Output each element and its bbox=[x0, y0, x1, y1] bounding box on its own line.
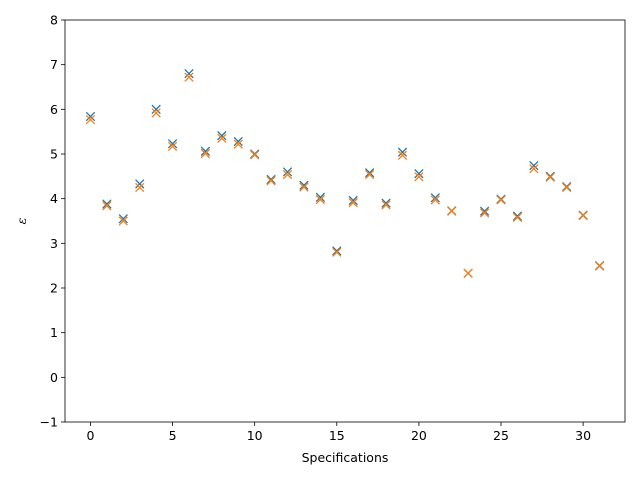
data-point bbox=[135, 182, 145, 193]
data-point bbox=[545, 172, 555, 182]
data-point bbox=[315, 192, 326, 202]
data-point bbox=[414, 168, 424, 179]
y-tick-label: 8 bbox=[50, 13, 58, 28]
data-point bbox=[85, 111, 96, 122]
y-tick-label: 6 bbox=[50, 102, 58, 117]
data-point bbox=[397, 147, 408, 157]
y-tick-label: 3 bbox=[50, 236, 58, 251]
x-tick-label: 30 bbox=[575, 428, 591, 443]
data-point bbox=[151, 104, 161, 114]
data-point bbox=[184, 72, 194, 82]
data-point bbox=[381, 200, 391, 210]
data-point bbox=[315, 194, 326, 205]
x-tick-label: 25 bbox=[493, 428, 509, 443]
data-point bbox=[529, 164, 539, 174]
y-axis-label: ε bbox=[14, 217, 29, 224]
data-point bbox=[266, 176, 276, 186]
data-point bbox=[594, 261, 605, 271]
data-point bbox=[414, 172, 424, 182]
data-point bbox=[200, 146, 211, 156]
data-point bbox=[299, 182, 309, 192]
data-point bbox=[479, 208, 490, 218]
data-point bbox=[151, 108, 161, 118]
axes: 0 5 10 15 20 25 30 −1 0 1 2 3 4 5 6 7 8 bbox=[40, 13, 626, 443]
data-point bbox=[167, 139, 178, 149]
data-point bbox=[282, 167, 293, 177]
data-point bbox=[200, 148, 211, 159]
y-tick-label: 5 bbox=[50, 147, 58, 162]
data-point bbox=[102, 199, 112, 209]
x-tick-label: 0 bbox=[86, 428, 94, 443]
data-point bbox=[118, 216, 128, 226]
data-point bbox=[266, 174, 276, 185]
data-point bbox=[85, 114, 96, 125]
series-1 bbox=[85, 68, 605, 278]
x-tick-label: 20 bbox=[411, 428, 427, 443]
data-point bbox=[364, 169, 375, 180]
data-point bbox=[562, 182, 572, 193]
y-tick-label: 0 bbox=[50, 370, 58, 385]
x-tick-label: 15 bbox=[329, 428, 345, 443]
data-point bbox=[332, 247, 342, 257]
data-point bbox=[381, 198, 391, 208]
data-point bbox=[233, 136, 243, 147]
data-point bbox=[184, 68, 194, 79]
data-point bbox=[102, 201, 112, 211]
y-tick-label: −1 bbox=[40, 415, 58, 430]
data-point bbox=[217, 131, 227, 141]
plot-frame bbox=[64, 19, 626, 423]
data-point bbox=[430, 193, 440, 203]
data-point bbox=[447, 206, 457, 216]
data-point bbox=[167, 141, 178, 152]
data-point bbox=[578, 210, 588, 221]
data-point bbox=[512, 211, 523, 221]
data-point bbox=[135, 179, 145, 189]
data-point bbox=[118, 214, 128, 224]
data-point bbox=[397, 150, 408, 160]
data-point bbox=[217, 133, 227, 144]
data-marks bbox=[85, 68, 605, 278]
data-point bbox=[348, 195, 358, 206]
y-tick-label: 1 bbox=[50, 325, 58, 340]
x-tick-label: 10 bbox=[247, 428, 263, 443]
x-axis-label: Specifications bbox=[302, 450, 389, 465]
data-point bbox=[496, 195, 506, 205]
data-point bbox=[430, 195, 440, 205]
y-tick-label: 2 bbox=[50, 281, 58, 296]
x-tick-label: 5 bbox=[169, 428, 177, 443]
data-point bbox=[364, 168, 375, 178]
series-2 bbox=[85, 72, 605, 278]
data-point bbox=[479, 206, 490, 216]
data-point bbox=[233, 139, 243, 149]
data-point bbox=[463, 268, 473, 278]
data-point bbox=[250, 150, 260, 160]
y-tick-label: 7 bbox=[50, 57, 58, 72]
data-point bbox=[282, 169, 293, 180]
y-tick-label: 4 bbox=[50, 191, 58, 206]
data-point bbox=[299, 180, 309, 190]
data-point bbox=[529, 160, 539, 171]
data-point bbox=[332, 246, 342, 256]
data-point bbox=[512, 212, 523, 223]
data-point bbox=[348, 198, 358, 208]
